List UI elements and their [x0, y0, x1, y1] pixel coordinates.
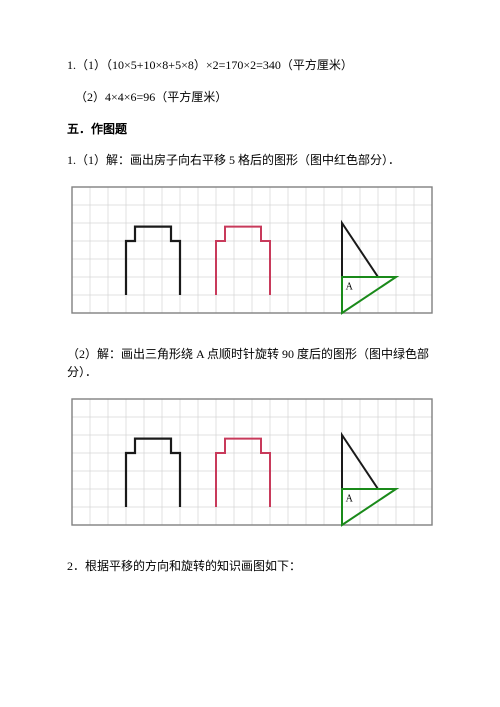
svg-text:A: A: [346, 282, 354, 293]
grid-figure-2: A: [67, 395, 437, 529]
draw-q1-part1: 1.（1）解：画出房子向右平移 5 格后的图形（图中红色部分）．: [67, 151, 440, 169]
section-title: 五．作图题: [67, 120, 440, 137]
grid-figure-1: A: [67, 183, 437, 317]
problem1-part1: 1.（1）（10×5+10×8+5×8）×2=170×2=340（平方厘米）: [67, 56, 440, 74]
draw-q1-part2: （2）解：画出三角形绕 A 点顺时针旋转 90 度后的图形（图中绿色部分）．: [67, 345, 440, 381]
draw-q2: 2．根据平移的方向和旋转的知识画图如下：: [67, 557, 440, 575]
svg-text:A: A: [346, 494, 354, 505]
problem1-part2: （2）4×4×6=96（平方厘米）: [67, 88, 440, 106]
